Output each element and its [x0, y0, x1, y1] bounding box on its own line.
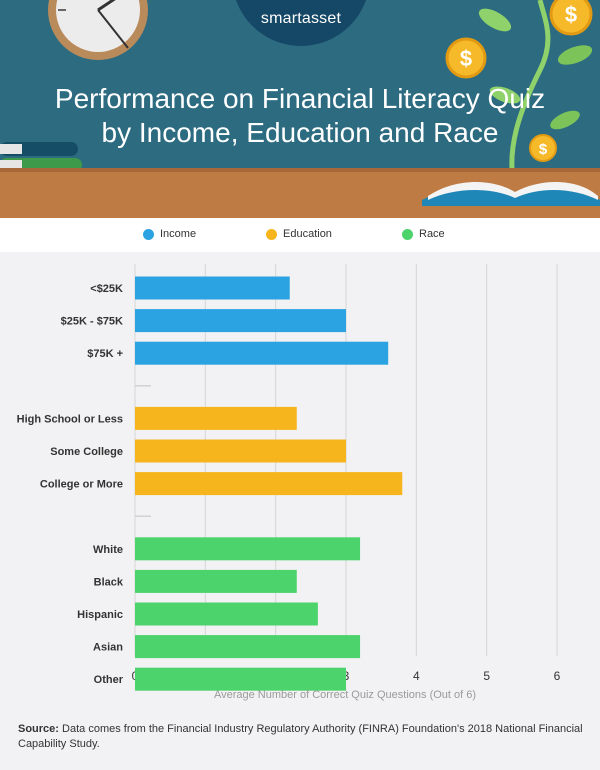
category-label: Hispanic	[77, 609, 123, 621]
x-tick-label: 3	[343, 669, 350, 683]
money-plant-icon: $ $ $	[445, 0, 593, 191]
chart-legend: Income Education Race	[0, 218, 600, 252]
bar	[135, 602, 318, 626]
svg-text:$: $	[565, 2, 577, 27]
category-label: $75K +	[87, 348, 123, 360]
category-label: Other	[94, 674, 124, 686]
bar	[135, 667, 346, 691]
legend-dot-race	[402, 228, 413, 240]
title-line-2: by Income, Education and Race	[101, 117, 499, 148]
category-label: <$25K	[90, 283, 123, 295]
legend-item-race: Race	[402, 228, 445, 240]
bar	[135, 472, 403, 496]
x-axis-title: Average Number of Correct Quiz Questions…	[214, 689, 476, 701]
x-tick-label: 6	[554, 669, 561, 683]
category-label: White	[93, 544, 123, 556]
bar-chart: 0123456<$25K$25K - $75K$75K +High School…	[17, 264, 561, 701]
title-line-1: Performance on Financial Literacy Quiz	[54, 83, 546, 114]
legend-label-income: Income	[160, 228, 197, 240]
legend-dot-income	[143, 228, 154, 240]
x-tick-label: 5	[483, 669, 490, 683]
bar	[135, 406, 297, 430]
svg-text:$: $	[460, 46, 472, 71]
legend-label-race: Race	[419, 228, 445, 240]
legend-dot-education	[266, 228, 277, 240]
bar	[135, 341, 389, 365]
bar	[135, 537, 361, 561]
source-note: Source: Data comes from the Financial In…	[18, 722, 588, 752]
bar	[135, 439, 346, 463]
category-label: Asian	[93, 642, 123, 654]
category-label: College or More	[40, 479, 123, 491]
svg-text:$: $	[539, 141, 548, 158]
open-book-icon	[422, 181, 600, 206]
bar	[135, 635, 361, 659]
x-tick-label: 4	[413, 669, 420, 683]
header-banner: $ $ $ smartasset Performance on Financia…	[0, 0, 600, 218]
source-text: Data comes from the Financial Industry R…	[18, 723, 583, 750]
bar	[135, 569, 297, 593]
bar	[135, 276, 290, 300]
category-label: Black	[94, 576, 124, 588]
legend-label-education: Education	[283, 228, 332, 240]
legend-item-income: Income	[143, 228, 196, 240]
category-label: High School or Less	[17, 413, 123, 425]
bar	[135, 309, 346, 333]
clock-icon	[48, 0, 148, 60]
source-label: Source:	[18, 723, 59, 735]
category-label: $25K - $75K	[61, 316, 123, 328]
page-title: Performance on Financial Literacy Quiz b…	[0, 82, 600, 150]
category-label: Some College	[50, 446, 123, 458]
legend-item-education: Education	[266, 228, 332, 240]
brand-logo: smartasset	[260, 10, 342, 27]
